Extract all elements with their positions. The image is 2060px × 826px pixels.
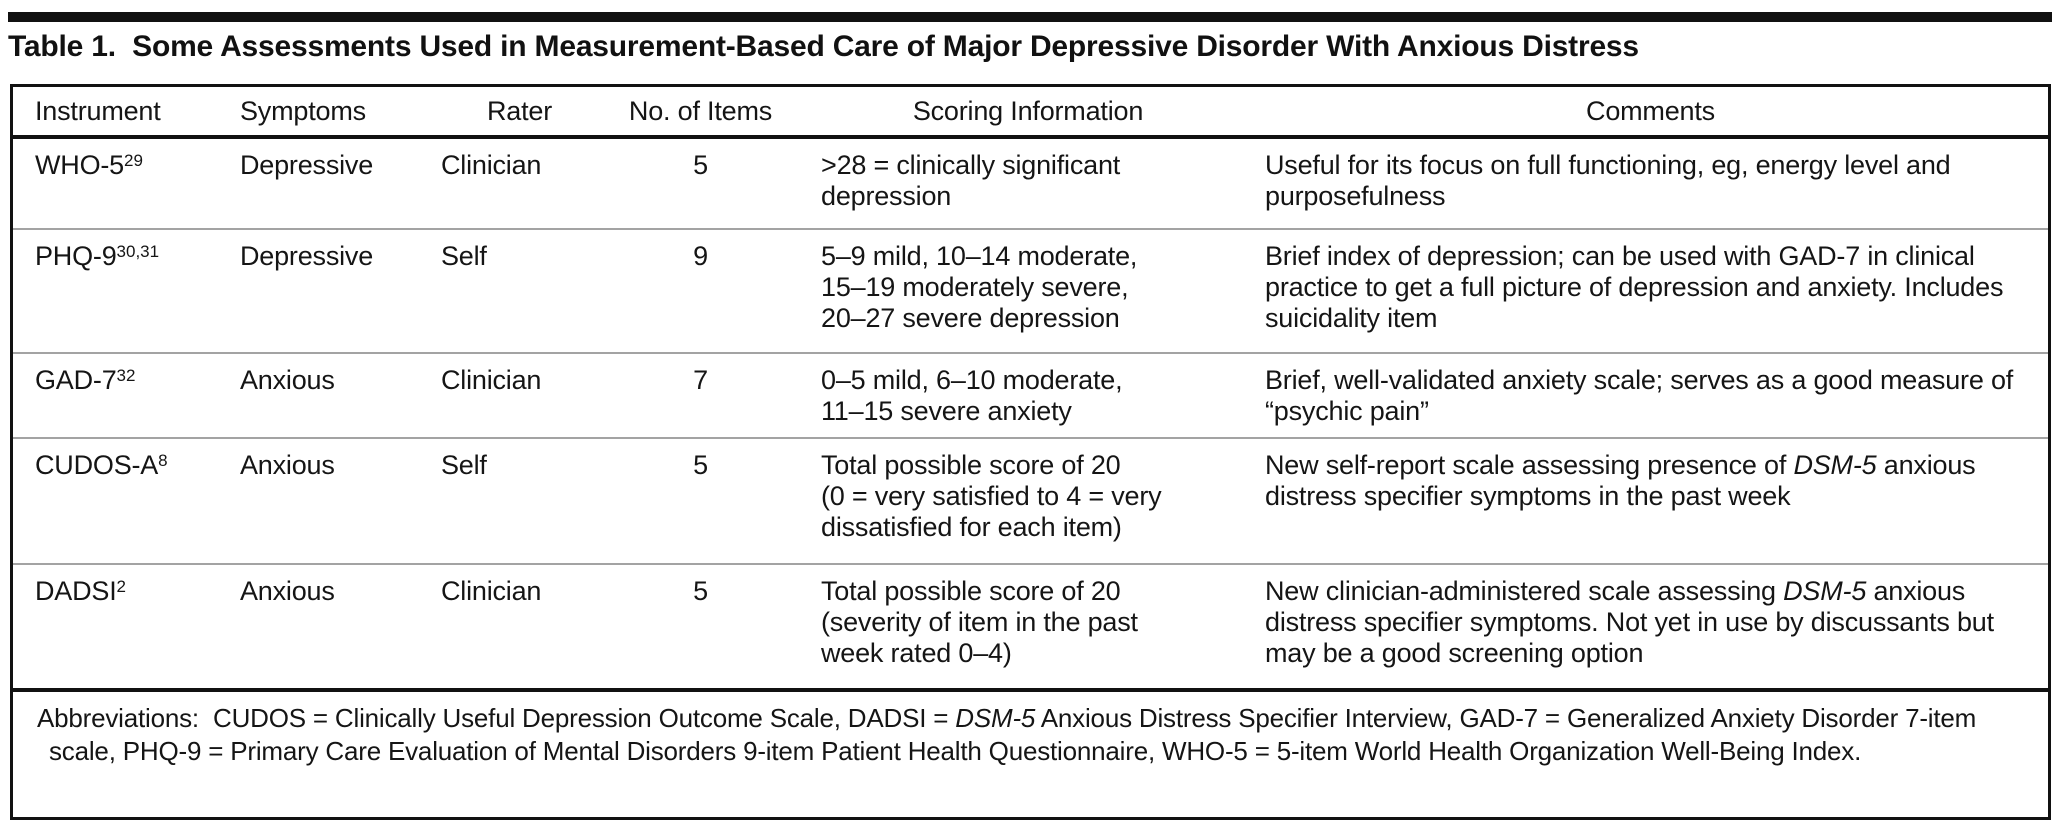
column-header-instrument: Instrument	[35, 96, 161, 126]
cell-no-of-items: 5	[693, 450, 708, 480]
cell-comments: New self-report scale assessing presence…	[1265, 450, 1976, 511]
table-row: WHO-529 Depressive Clinician 5 >28 = cli…	[13, 139, 2048, 228]
cell-scoring-information: >28 = clinically significant depression	[821, 150, 1121, 211]
column-header-rater: Rater	[486, 96, 553, 126]
column-header-no-of-items: No. of Items	[628, 96, 773, 126]
instrument-name: PHQ-9	[35, 241, 117, 271]
reference-superscript: 32	[116, 365, 136, 385]
reference-superscript: 8	[158, 450, 168, 470]
table-row: DADSI2 Anxious Clinician 5 Total possibl…	[13, 563, 2048, 688]
instrument-name: WHO-5	[35, 150, 124, 180]
cell-no-of-items: 5	[693, 150, 708, 180]
reference-superscript: 30,31	[116, 241, 160, 261]
cell-instrument: DADSI2	[13, 565, 239, 688]
cell-comments: Useful for its focus on full functioning…	[1265, 150, 1951, 211]
table-row: CUDOS-A8 Anxious Self 5 Total possible s…	[13, 437, 2048, 563]
cell-no-of-items: 7	[693, 365, 708, 395]
cell-scoring-information: 5–9 mild, 10–14 moderate, 15–19 moderate…	[821, 241, 1138, 333]
cell-scoring-information: Total possible score of 20 (0 = very sat…	[821, 450, 1162, 542]
cell-rater: Self	[441, 450, 487, 480]
table-header-row: Instrument Symptoms Rater No. of Items S…	[13, 87, 2048, 139]
cell-symptoms: Anxious	[240, 365, 335, 395]
column-header-scoring-information: Scoring Information	[912, 96, 1144, 126]
cell-symptoms: Depressive	[240, 150, 374, 180]
instrument-name: CUDOS-A	[35, 450, 159, 480]
column-header-comments: Comments	[1586, 96, 1715, 126]
reference-superscript: 29	[124, 150, 143, 170]
cell-no-of-items: 5	[693, 576, 708, 606]
cell-rater: Clinician	[441, 576, 542, 606]
cell-comments: New clinician-administered scale assessi…	[1265, 576, 1994, 668]
cell-instrument: GAD-732	[13, 354, 239, 437]
cell-scoring-information: 0–5 mild, 6–10 moderate, 11–15 severe an…	[821, 365, 1123, 426]
cell-no-of-items: 9	[693, 241, 708, 271]
cell-instrument: WHO-529	[13, 139, 239, 228]
cell-scoring-information: Total possible score of 20 (severity of …	[821, 576, 1138, 668]
cell-instrument: PHQ-930,31	[13, 230, 239, 352]
cell-comments: Brief index of depression; can be used w…	[1265, 241, 2004, 333]
cell-rater: Clinician	[441, 150, 542, 180]
abbreviations-footnote: Abbreviations: CUDOS = Clinically Useful…	[13, 688, 2048, 768]
cell-instrument: CUDOS-A8	[13, 439, 239, 563]
cell-rater: Clinician	[441, 365, 542, 395]
cell-symptoms: Anxious	[240, 450, 335, 480]
cell-rater: Self	[441, 241, 487, 271]
instrument-name: GAD-7	[35, 365, 117, 395]
assessment-table: Instrument Symptoms Rater No. of Items S…	[10, 84, 2051, 820]
top-rule	[8, 12, 2052, 22]
cell-symptoms: Anxious	[240, 576, 335, 606]
table-row: GAD-732 Anxious Clinician 7 0–5 mild, 6–…	[13, 352, 2048, 437]
column-header-symptoms: Symptoms	[240, 96, 366, 126]
cell-comments: Brief, well-validated anxiety scale; ser…	[1265, 365, 2014, 426]
reference-superscript: 2	[116, 576, 126, 596]
table-row: PHQ-930,31 Depressive Self 9 5–9 mild, 1…	[13, 228, 2048, 352]
table-title: Table 1. Some Assessments Used in Measur…	[8, 30, 1639, 63]
instrument-name: DADSI	[35, 576, 117, 606]
cell-symptoms: Depressive	[240, 241, 374, 271]
